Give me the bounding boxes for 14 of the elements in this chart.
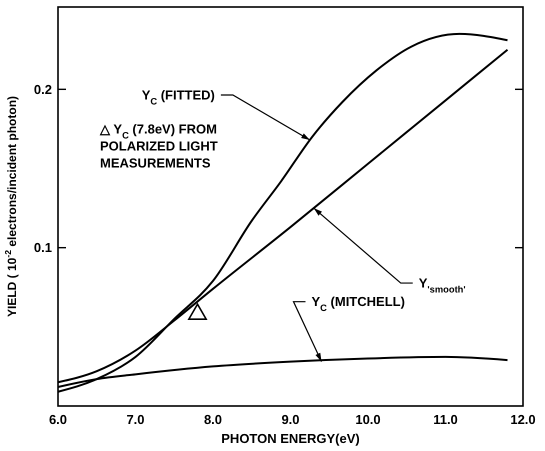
y-tick-label: 0.2 [34, 82, 52, 97]
x-tick-label: 12.0 [510, 412, 536, 427]
x-tick-label: 10.0 [355, 412, 381, 427]
x-tick-label: 7.0 [126, 412, 145, 427]
x-tick-label: 8.0 [204, 412, 222, 427]
annotation: Y$_{C}$ (MITCHELL) [312, 294, 405, 314]
x-tick-label: 11.0 [433, 412, 458, 427]
annotation: Y$_{'smooth'}$ [418, 276, 466, 295]
annotation: △ Y$_{C}$ (7.8eV) FROM POLARIZED LIGHT MEASUREMENTS [99, 122, 218, 171]
y-tick-label: 0.1 [34, 240, 52, 256]
x-tick-label: 9.0 [281, 412, 300, 427]
x-axis-title: PHOTON ENERGY(eV) [221, 431, 360, 446]
annotation: Y$_{C}$ (FITTED) [142, 88, 215, 107]
x-tick-label: 6.0 [48, 412, 68, 427]
